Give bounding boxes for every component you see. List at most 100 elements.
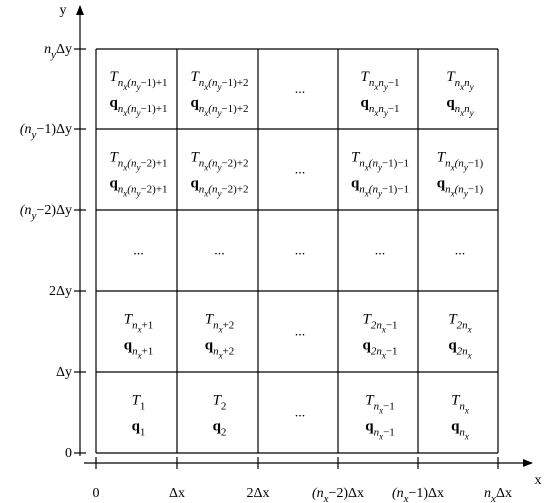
text-part: (n [20,203,32,218]
cell-flux: qnx [451,419,469,442]
text-part: n [199,103,205,115]
text-part: y [216,163,221,173]
text-part: 1 [140,427,146,439]
text-part: x [373,82,378,92]
text-part: x [122,189,127,199]
text-part: 2n [371,346,383,358]
text-part: +2 [223,346,235,358]
text-part: x [203,189,208,199]
text-part: n [213,320,219,332]
cell-temperature: Tnx(ny−1)+1 [109,69,167,92]
text-part: x [459,108,464,118]
text-part: n [455,77,461,89]
text-part: T [365,393,375,409]
text-part: n [118,158,124,170]
text-part: y [469,82,474,92]
cell-ellipsis: ... [295,244,306,259]
text-part: n [445,158,451,170]
text-part: (n [455,158,465,170]
cell-temperature: Tnx+1 [124,312,154,335]
text-part: T [437,150,447,166]
text-part: T [109,150,119,166]
text-part: (n [312,486,324,501]
cell-temperature: Tnx(ny−1)−1 [351,150,409,173]
text-part: y [135,163,140,173]
text-part: n [374,401,380,413]
text-part: n [374,427,380,439]
y-tick-label: Δy [56,365,72,380]
text-part: −2)+2 [221,184,248,196]
text-part: n [44,42,51,57]
cell-temperature: Tnx(ny−2)+1 [109,150,167,173]
cell-flux: q2 [213,419,227,439]
text-part: −1)Δx [409,486,445,501]
text-part: −2)Δy [36,203,72,218]
x-tick-label: (nx−2)Δx [312,486,364,503]
text-part: −1)−1 [382,184,409,196]
y-tick-label: 0 [65,446,72,461]
text-part: −2)+1 [140,184,167,196]
text-part: (n [127,103,137,115]
text-part: x [203,82,208,92]
cell-flux: qnx(ny−1)+1 [109,95,167,118]
text-part: q [451,419,460,435]
cell-temperature: Tnx(ny−1)+2 [190,69,248,92]
text-part: x [364,189,369,199]
text-part: +1 [142,320,154,332]
text-part: (n [208,184,218,196]
x-tick-label: nxΔx [484,486,512,503]
cell-flux: q2nx [448,338,471,361]
cell-temperature: Tnx(ny−2)+2 [190,150,248,173]
text-part: n [378,77,384,89]
text-part: 2Δy [49,284,72,299]
text-part: x [218,325,223,335]
text-part: 0 [93,486,100,501]
text-part: n [455,103,461,115]
cell-ellipsis: ... [455,244,466,259]
y-tick-label: (ny−2)Δy [20,203,72,222]
y-tick-label: (ny−1)Δy [20,122,72,141]
y-tick-label: 2Δy [49,284,72,299]
text-part: y [135,82,140,92]
text-part: −1)+2 [221,103,248,115]
text-part: q [109,176,118,192]
text-part: x [203,108,208,118]
text-part: +1 [142,346,154,358]
text-part: (n [369,184,379,196]
text-part: q [362,338,371,354]
text-part: Δy [56,42,72,57]
text-part: −1 [383,427,395,439]
text-part: q [205,338,214,354]
cell-ellipsis: ... [295,82,306,97]
text-part: n [459,427,465,439]
text-part: n [464,77,470,89]
text-part: q [351,176,360,192]
text-part: −1)+2 [221,77,248,89]
text-part: (n [369,158,379,170]
text-part: x [137,351,142,361]
text-part: x [323,493,329,503]
text-part: −2)Δx [329,486,365,501]
cell-temperature: Tnx(ny−1) [437,150,484,173]
text-part: q [448,338,457,354]
text-part: y [377,189,382,199]
text-part: y [383,82,388,92]
text-part: (n [208,77,218,89]
text-part: x [464,432,469,442]
cell-flux: qnx(ny−1) [437,176,484,199]
text-part: +2 [223,320,235,332]
text-part: −1)−1 [382,158,409,170]
cell-flux: qnx(ny−2)+2 [190,176,248,199]
text-part: x [378,406,383,416]
cell-ellipsis: ... [295,406,306,421]
cell-flux: qnx(ny−2)+1 [109,176,167,199]
text-part: q [109,95,118,111]
text-part: (n [127,77,137,89]
text-part: −1)Δy [36,122,72,137]
text-part: T [132,393,142,409]
text-part: 2Δx [246,486,269,501]
text-part: x [403,493,409,503]
text-part: q [365,419,374,435]
cell-flux: qnxny−1 [360,95,399,118]
